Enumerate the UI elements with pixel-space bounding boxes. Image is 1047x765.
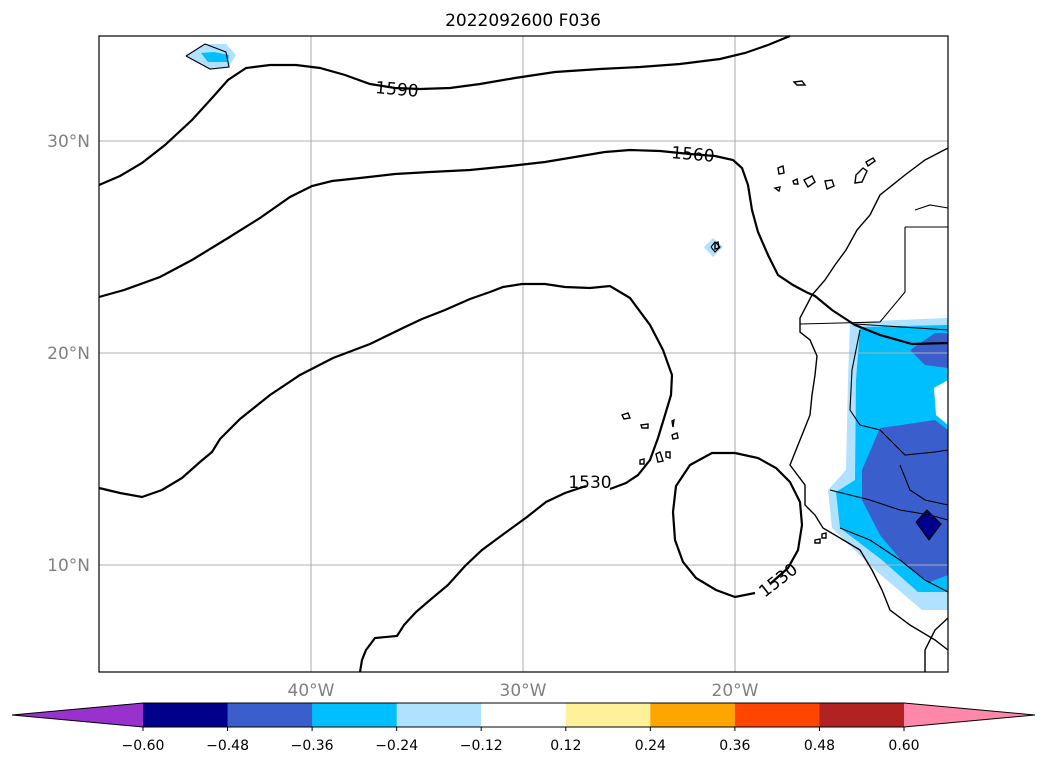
border-inland-3 xyxy=(839,527,949,593)
colorbar-swatch xyxy=(734,703,820,727)
colorbar-swatch xyxy=(396,703,482,727)
border-inland-4 xyxy=(899,464,949,506)
lon-label-20w: 20°W xyxy=(712,681,759,701)
shade-africa-deep xyxy=(916,510,941,540)
lat-label-30n: 30°N xyxy=(47,132,90,152)
colorbar-swatch xyxy=(227,703,313,727)
coast-west-africa xyxy=(789,147,949,651)
colorbar-swatch xyxy=(312,703,398,727)
colorbar-tick-label: 0.36 xyxy=(719,738,750,754)
colorbar-tick-label: 0.48 xyxy=(804,738,835,754)
lat-label-20n: 20°N xyxy=(47,344,90,364)
colorbar-tick-label: 0.24 xyxy=(635,738,666,754)
map-frame xyxy=(98,35,949,673)
lat-label-10n: 10°N xyxy=(47,556,90,576)
colorbar-swatch xyxy=(143,703,229,727)
colorbar-tick-label: −0.24 xyxy=(375,738,418,754)
contour-1530-west xyxy=(98,282,674,673)
colorbar-tick-label: −0.60 xyxy=(122,738,165,754)
colorbar-tick-label: −0.36 xyxy=(291,738,334,754)
colorbar-tick-label: −0.48 xyxy=(206,738,249,754)
contour-label-1590: 1590 xyxy=(374,78,419,102)
island-canary-7 xyxy=(773,186,781,193)
map-panel: 1590 1560 1530 1530 xyxy=(98,34,949,673)
island-cape-verde-3 xyxy=(671,418,675,428)
island-cape-verde-5 xyxy=(639,458,645,465)
colorbar-swatch xyxy=(819,703,905,727)
lon-axis-labels: 40°W 30°W 20°W xyxy=(288,681,759,701)
island-cape-verde-6 xyxy=(655,451,664,463)
colorbar-tick-label: −0.12 xyxy=(460,738,503,754)
outline-isle-patch xyxy=(710,241,721,253)
coast-se-corner xyxy=(924,617,949,672)
colorbar-extend-high xyxy=(904,703,1035,727)
height-contours xyxy=(98,34,949,673)
island-canary-6 xyxy=(865,157,876,168)
anomaly-shading xyxy=(186,44,948,610)
contour-1560 xyxy=(98,148,949,346)
outline-nw-patch xyxy=(185,43,230,70)
border-w-sahara-vert xyxy=(799,227,906,325)
lon-label-30w: 30°W xyxy=(500,681,547,701)
colorbar: −0.60 −0.48 −0.36 −0.24 −0.12 0.12 0.24 0.36 0.4… xyxy=(11,702,1036,754)
border-mauritania-mali xyxy=(854,323,949,331)
colorbar-tick-label: 0.60 xyxy=(888,738,919,754)
coastlines xyxy=(789,147,949,672)
island-canary-2 xyxy=(792,177,799,185)
shade-nw-mid xyxy=(201,52,229,62)
island-cape-verde-2 xyxy=(640,423,649,429)
contour-label-1560: 1560 xyxy=(670,143,715,167)
lon-label-40w: 40°W xyxy=(288,681,335,701)
colorbar-swatch xyxy=(650,703,736,727)
shade-africa-white-notch xyxy=(934,380,948,425)
island-madeira xyxy=(792,80,807,86)
contour-1590 xyxy=(98,34,791,187)
island-cape-verde-4 xyxy=(671,432,679,440)
shade-africa-dark-south xyxy=(862,420,948,582)
border-north-morocco xyxy=(914,204,949,211)
island-cape-verde-1 xyxy=(621,412,631,420)
contour-label-1530-west: 1530 xyxy=(568,473,611,493)
graticule xyxy=(99,36,948,672)
map-title: 2022092600 F036 xyxy=(445,11,601,31)
island-canary-3 xyxy=(803,175,816,189)
border-inland-2 xyxy=(829,489,949,521)
island-bissagos-2 xyxy=(821,532,827,539)
colorbar-extend-low xyxy=(12,703,143,727)
island-canaries-left xyxy=(714,241,720,250)
colorbar-swatch xyxy=(565,703,651,727)
islands xyxy=(621,80,876,544)
shade-africa-dark-north xyxy=(910,333,948,368)
contour-1530-east xyxy=(671,451,804,599)
lat-axis-labels: 30°N 20°N 10°N xyxy=(47,132,90,576)
island-canary-4 xyxy=(824,179,835,190)
island-canary-1 xyxy=(777,165,785,175)
island-bissagos-1 xyxy=(814,538,821,544)
island-cape-verde-7 xyxy=(665,451,671,459)
colorbar-swatch xyxy=(481,703,567,727)
border-inland-1 xyxy=(849,329,949,456)
island-canary-5 xyxy=(854,167,868,184)
colorbar-tick-label: 0.12 xyxy=(550,738,581,754)
